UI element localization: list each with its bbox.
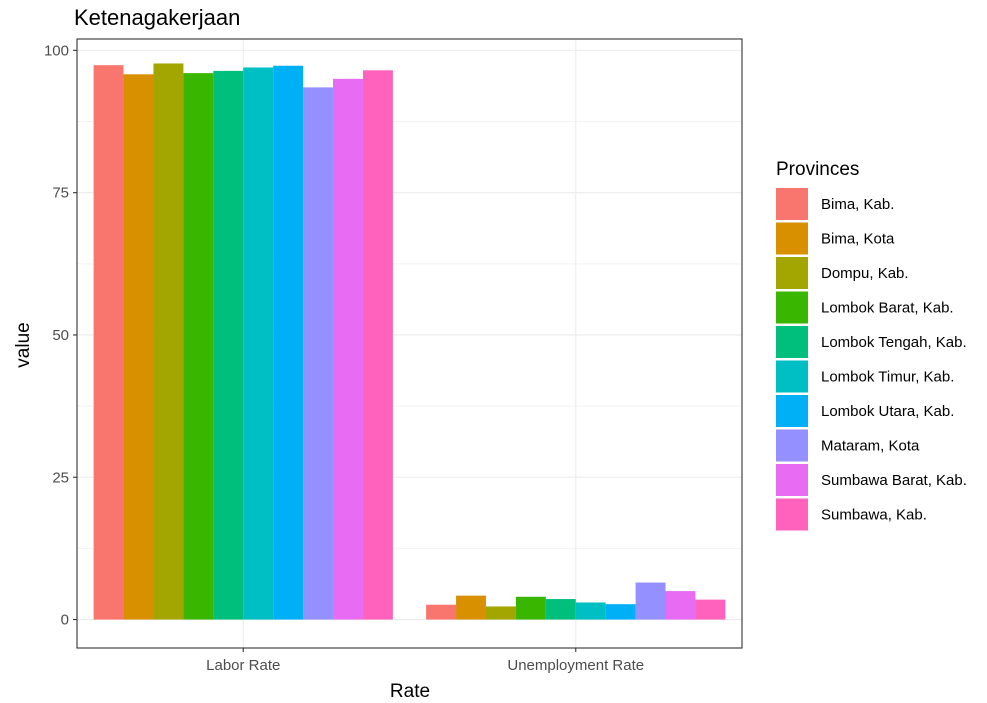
legend-key xyxy=(776,360,808,393)
legend-key xyxy=(776,464,808,496)
bar xyxy=(362,70,393,620)
bar xyxy=(213,70,244,620)
chart-title: Ketenagakerjaan xyxy=(74,5,240,30)
bar xyxy=(665,591,696,620)
panel-border xyxy=(76,38,743,649)
legend-label: Lombok Tengah, Kab. xyxy=(821,334,967,351)
legend-key xyxy=(776,326,808,358)
x-axis-title: Rate xyxy=(390,681,430,702)
bar xyxy=(93,65,124,620)
y-tick-label: 0 xyxy=(61,612,69,629)
bar xyxy=(123,74,154,620)
bar xyxy=(333,78,363,620)
y-tick-label: 75 xyxy=(52,185,69,202)
bar xyxy=(695,599,726,620)
bar xyxy=(456,595,486,620)
legend-label: Mataram, Kota xyxy=(821,438,920,455)
legend-label: Dompu, Kab. xyxy=(821,265,909,282)
bar xyxy=(485,606,516,620)
bars-layer xyxy=(93,63,726,620)
bar xyxy=(545,599,576,620)
bar xyxy=(153,63,184,620)
y-tick-label: 50 xyxy=(52,327,69,344)
legend-key xyxy=(776,257,808,289)
legend-key xyxy=(776,395,808,427)
bar xyxy=(243,67,274,620)
legend-label: Lombok Timur, Kab. xyxy=(821,369,954,386)
x-tick-label: Unemployment Rate xyxy=(507,657,644,674)
legend-label: Lombok Barat, Kab. xyxy=(821,300,954,317)
legend-label: Lombok Utara, Kab. xyxy=(821,403,954,420)
legend-key xyxy=(776,291,808,324)
legend-title: Provinces xyxy=(776,159,859,180)
bar xyxy=(183,73,214,620)
legend-label: Sumbawa, Kab. xyxy=(821,507,927,524)
legend-label: Bima, Kota xyxy=(821,231,895,248)
bar xyxy=(303,87,334,620)
bar xyxy=(575,602,606,620)
bar xyxy=(515,596,546,620)
x-tick-label: Labor Rate xyxy=(206,657,280,674)
y-tick-label: 100 xyxy=(44,42,69,59)
legend-key xyxy=(776,498,808,531)
y-tick-label: 25 xyxy=(52,469,69,486)
bar xyxy=(273,65,304,620)
legend-label: Bima, Kab. xyxy=(821,196,894,213)
legend-label: Sumbawa Barat, Kab. xyxy=(821,472,967,489)
bar xyxy=(426,604,457,620)
y-axis-title: value xyxy=(13,322,34,367)
legend-key xyxy=(776,222,808,255)
bar xyxy=(635,582,666,620)
bar xyxy=(605,604,636,620)
legend-key xyxy=(776,188,808,220)
legend-key xyxy=(776,429,808,462)
